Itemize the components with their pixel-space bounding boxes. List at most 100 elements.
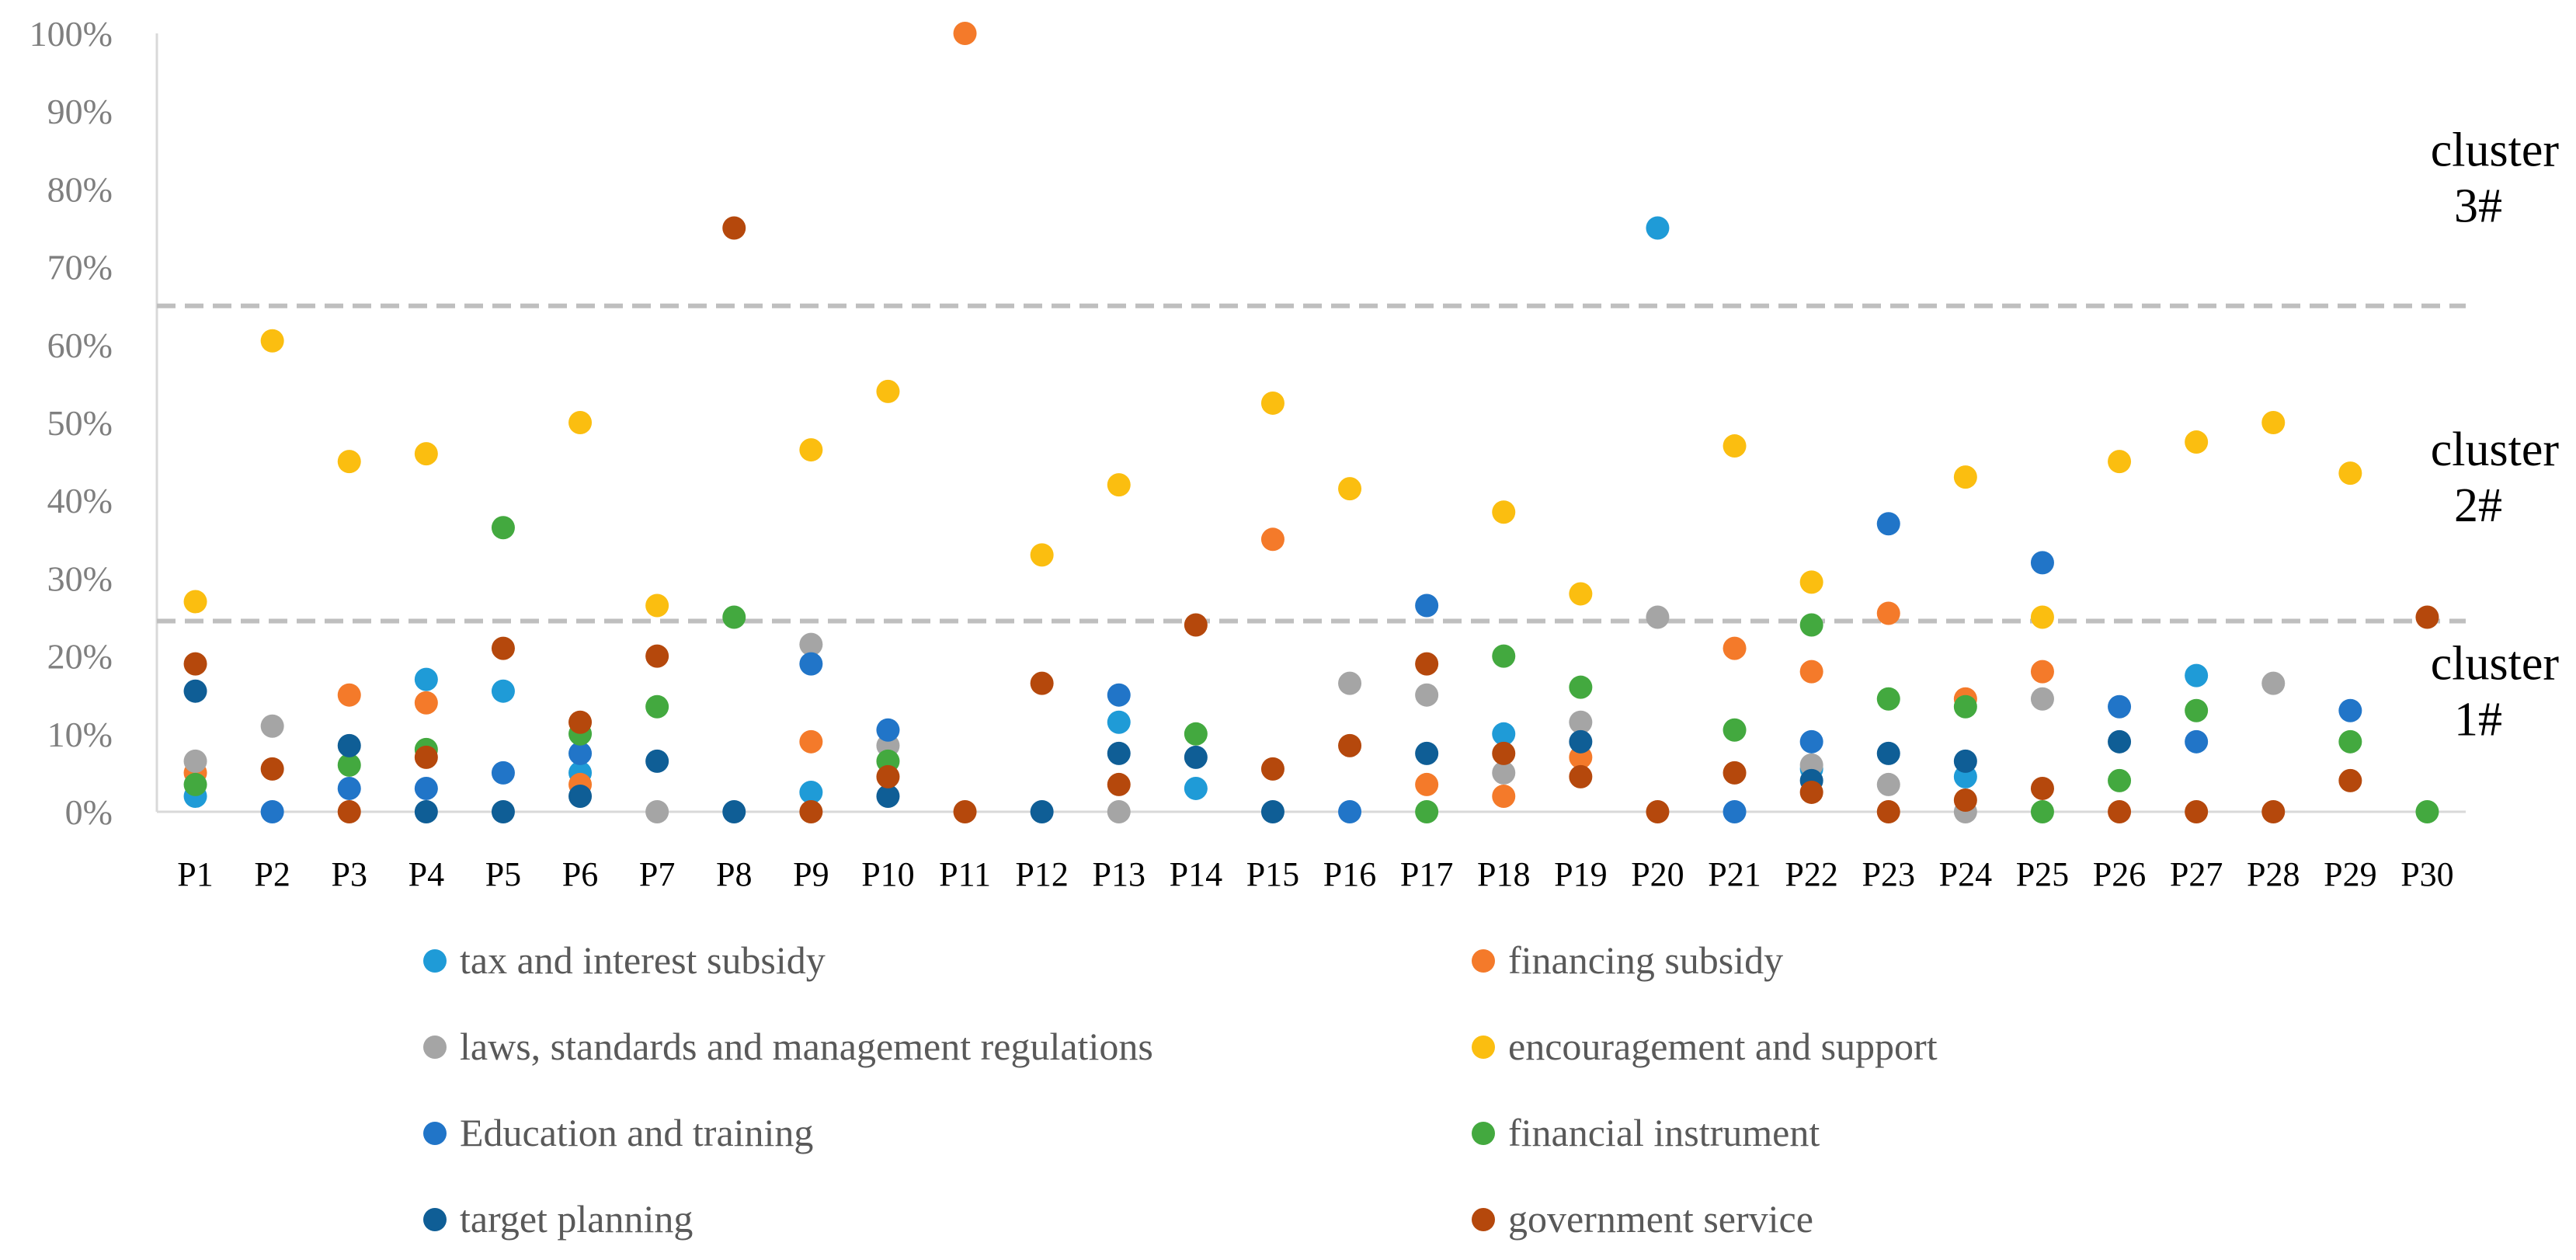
data-point — [414, 442, 438, 466]
data-point — [2185, 663, 2209, 687]
cluster-label-number: 3# — [2454, 179, 2502, 232]
data-point — [876, 718, 900, 742]
y-tick-label: 40% — [47, 481, 113, 520]
data-point — [1646, 605, 1670, 629]
x-tick-label: P30 — [2400, 855, 2453, 893]
data-point — [568, 411, 593, 434]
legend-label: laws, standards and management regulatio… — [460, 1025, 1153, 1068]
data-point — [1415, 741, 1439, 765]
legend-label: encouragement and support — [1508, 1025, 1938, 1068]
data-point — [183, 652, 207, 676]
x-tick-label: P22 — [1785, 855, 1837, 893]
y-tick-label: 90% — [47, 92, 113, 131]
data-point — [491, 800, 515, 823]
data-point — [1876, 772, 1900, 796]
x-tick-label: P23 — [1862, 855, 1915, 893]
data-point — [1953, 465, 1977, 489]
x-tick-label: P12 — [1015, 855, 1068, 893]
data-point — [1876, 800, 1900, 823]
data-point — [1338, 671, 1362, 695]
legend-marker — [423, 1122, 447, 1145]
cluster-label-title: cluster — [2431, 423, 2560, 476]
x-tick-label: P25 — [2016, 855, 2069, 893]
data-point — [260, 329, 284, 353]
data-point — [2185, 698, 2209, 722]
cluster-label-number: 1# — [2454, 694, 2502, 747]
x-tick-label: P18 — [1477, 855, 1530, 893]
data-point — [337, 800, 361, 823]
legend-marker — [423, 1208, 447, 1231]
data-point — [876, 379, 900, 403]
data-point — [799, 438, 823, 462]
data-point — [2185, 430, 2209, 454]
data-point — [799, 652, 823, 676]
data-point — [1799, 570, 1823, 594]
data-point — [1492, 761, 1516, 785]
data-point — [2030, 660, 2054, 684]
y-tick-label: 20% — [47, 637, 113, 677]
data-point — [414, 691, 438, 715]
data-point — [1415, 652, 1439, 676]
data-point — [2108, 800, 2132, 823]
data-point — [414, 667, 438, 691]
data-point — [645, 800, 669, 823]
data-point — [1107, 800, 1131, 823]
data-point — [1799, 780, 1823, 804]
legend: tax and interest subsidy financing subsid… — [423, 938, 1938, 1241]
data-point — [2415, 800, 2439, 823]
legend-marker — [1472, 1035, 1495, 1059]
data-point — [1646, 800, 1670, 823]
data-point — [2030, 776, 2054, 800]
legend-marker — [1472, 1122, 1495, 1145]
data-point — [414, 800, 438, 823]
x-tick-label: P14 — [1170, 855, 1222, 893]
data-point — [2185, 800, 2209, 823]
legend-label: financial instrument — [1508, 1111, 1820, 1154]
x-tick-label: P19 — [1554, 855, 1607, 893]
data-point — [337, 450, 361, 474]
data-point — [876, 784, 900, 808]
data-point — [645, 644, 669, 668]
cluster-label-title: cluster — [2431, 638, 2560, 691]
data-point — [799, 780, 823, 804]
legend-label: Education and training — [460, 1111, 813, 1154]
y-tick-label: 10% — [47, 715, 113, 754]
data-point — [2185, 729, 2209, 754]
x-tick-label: P11 — [939, 855, 991, 893]
data-point — [260, 757, 284, 781]
data-point — [799, 632, 823, 656]
data-point — [1876, 601, 1900, 625]
x-tick-label: P4 — [408, 855, 444, 893]
data-point — [414, 776, 438, 800]
data-point — [183, 749, 207, 773]
data-point — [1492, 722, 1516, 746]
data-point — [2338, 461, 2362, 486]
data-point — [1260, 391, 1285, 415]
data-point — [2415, 605, 2439, 629]
data-point — [2338, 729, 2362, 754]
data-point — [183, 590, 207, 614]
data-point — [260, 714, 284, 738]
data-point — [1030, 671, 1054, 695]
data-point — [1338, 477, 1362, 501]
x-tick-label: P16 — [1323, 855, 1376, 893]
data-point — [568, 741, 593, 765]
y-tick-label: 100% — [30, 14, 113, 54]
data-point — [337, 776, 361, 800]
x-tick-label: P5 — [485, 855, 521, 893]
data-point — [1260, 527, 1285, 552]
data-point — [1953, 694, 1977, 719]
data-point — [1569, 764, 1593, 788]
legend-label: tax and interest subsidy — [460, 938, 826, 982]
data-point — [1415, 772, 1439, 796]
data-point — [722, 800, 746, 823]
x-tick-label: P29 — [2324, 855, 2376, 893]
data-point — [1876, 512, 1900, 536]
data-point — [1492, 644, 1516, 668]
x-tick-label: P7 — [639, 855, 675, 893]
legend-label: government service — [1508, 1197, 1813, 1241]
x-tick-label: P28 — [2247, 855, 2300, 893]
data-point — [1646, 216, 1670, 240]
x-tick-label: P27 — [2170, 855, 2223, 893]
